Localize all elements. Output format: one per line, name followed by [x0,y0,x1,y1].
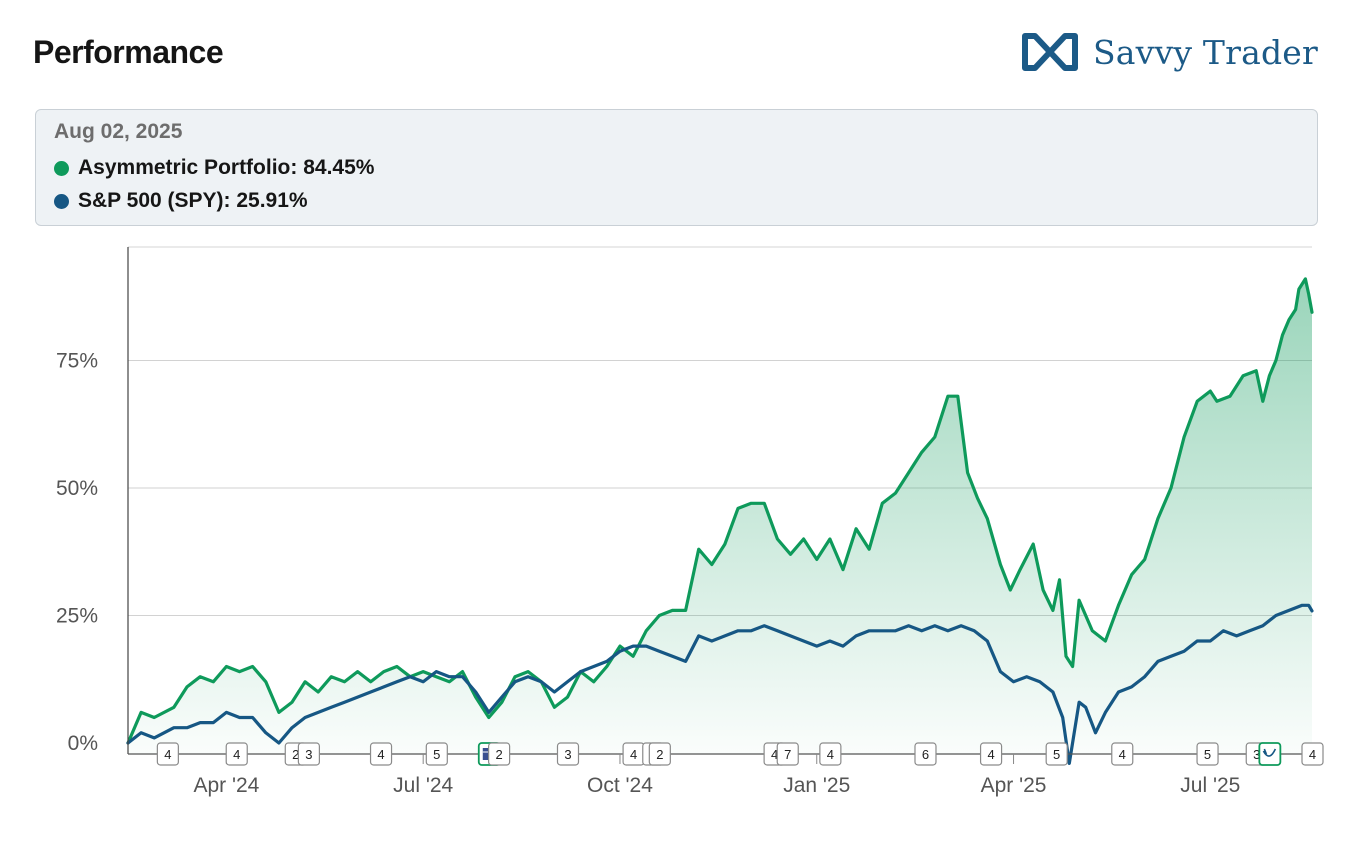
event-flag-count: 3 [305,747,312,762]
spy-legend-dot [54,193,69,209]
event-flag-box [819,742,842,766]
event-flag-box [1111,742,1134,766]
event-flag-count: 2 [656,747,663,762]
event-flag-box [297,742,320,766]
event-flag[interactable]: 4 [1111,742,1134,766]
event-flag[interactable]: 3 [297,742,320,766]
event-flag-count: 4 [630,747,637,762]
event-flag[interactable]: 4 [622,742,645,766]
savvy-trader-logo-icon [1022,33,1078,71]
event-flag-count: 2 [495,747,502,762]
leaf-icon [1262,748,1277,757]
event-flag[interactable]: 2 [648,742,671,766]
event-flag-count: 4 [1119,747,1126,762]
event-flag-count: 3 [1253,747,1260,762]
event-flag-box [1301,742,1324,766]
event-flag[interactable]: 4 [819,742,842,766]
event-flag-box [488,742,511,766]
event-flag[interactable]: 4 [225,742,248,766]
portfolio-legend-dot [54,160,69,176]
x-tick-label: Jul '24 [393,774,453,797]
x-tick-label: Oct '24 [587,774,653,797]
event-flag[interactable]: 3 [556,742,580,766]
event-flag[interactable]: 5 [425,742,448,766]
event-flag-box [1258,742,1282,766]
spy-series-line [126,603,1314,765]
event-flag-box [979,742,1003,766]
event-flag-box [156,742,179,766]
event-flag-box [1196,742,1219,766]
event-flag-leaf-icon[interactable] [1258,742,1282,766]
y-tick-label: 0% [68,732,98,755]
chart-tooltip: Aug 02, 2025 Asymmetric Portfolio: 84.45… [35,109,1318,226]
event-flag-count: 4 [771,747,778,762]
event-flag-box [369,742,393,766]
event-flag-count: 4 [827,747,834,762]
event-flag-box [225,742,248,766]
tooltip-row-spy: S&P 500 (SPY): 25.91% [54,189,1299,213]
event-flag-box [648,742,671,766]
brand-logo[interactable]: Savvy Trader [1021,32,1318,72]
event-flag[interactable]: 7 [776,742,799,766]
event-flag[interactable]: 6 [914,742,937,766]
tooltip-date: Aug 02, 2025 [54,120,183,143]
event-flag[interactable]: 5 [1196,742,1219,766]
event-flag-count: 2 [292,747,299,762]
event-flag-count: 4 [164,747,171,762]
tooltip-spy-value: S&P 500 (SPY): 25.91% [78,189,308,212]
event-flag-count: 4 [233,747,240,762]
y-tick-label: 75% [56,350,98,373]
event-flag-box [914,742,937,766]
event-flag[interactable]: 4 [979,742,1003,766]
y-tick-label: 50% [56,477,98,500]
event-flag[interactable]: 5 [1045,742,1068,766]
event-flag-count: 5 [1053,747,1060,762]
x-tick-label: Jul '25 [1180,774,1240,797]
x-tick-label: Jan '25 [783,774,850,797]
event-flag[interactable]: 4 [156,742,179,766]
x-tick-label: Apr '24 [193,774,259,797]
event-flag-box [1045,742,1068,766]
event-flag-count: 4 [377,747,384,762]
tooltip-row-portfolio: Asymmetric Portfolio: 84.45% [54,156,1299,180]
page-title: Performance [33,34,224,70]
event-flag-box [425,742,448,766]
brand-name: Savvy Trader [1093,32,1318,72]
portfolio-area-fill [128,278,1312,754]
event-flag-box [556,742,580,766]
event-flag-count: 4 [1309,747,1316,762]
event-flag-count: 5 [1204,747,1211,762]
event-flag-count: 5 [433,747,440,762]
event-flag-count: 7 [784,747,791,762]
event-flag-count: 6 [922,747,929,762]
y-tick-label: 25% [56,605,98,628]
event-flag-count: 4 [987,747,994,762]
portfolio-series-line [126,277,1314,745]
event-flag-count: 3 [564,747,571,762]
event-flag-box [776,742,799,766]
event-flag[interactable]: 2 [488,742,511,766]
x-tick-label: Apr '25 [981,774,1047,797]
tooltip-portfolio-value: Asymmetric Portfolio: 84.45% [78,156,375,179]
event-flag[interactable]: 4 [369,742,393,766]
event-flag[interactable]: 4 [1301,742,1324,766]
